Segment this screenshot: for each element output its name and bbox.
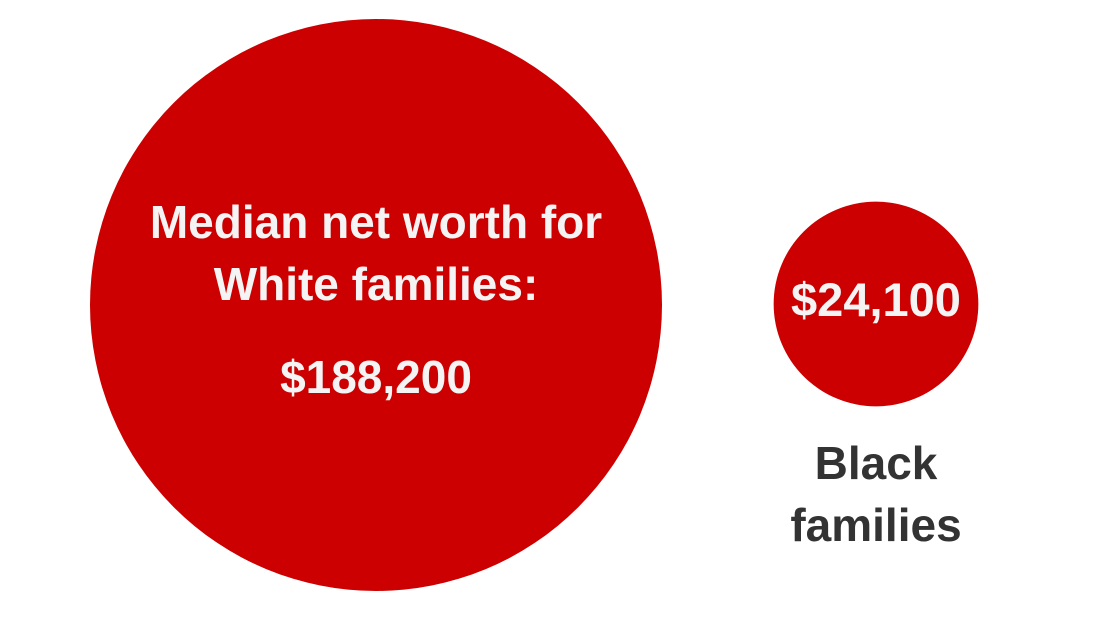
bubble bbox=[90, 19, 662, 591]
value-label: $24,100 bbox=[791, 273, 961, 326]
category-label: Black families bbox=[790, 437, 962, 551]
value-label: $188,200 bbox=[280, 351, 472, 403]
bubble bbox=[773, 201, 979, 407]
category-label: Median net worth for White families: bbox=[149, 196, 603, 310]
